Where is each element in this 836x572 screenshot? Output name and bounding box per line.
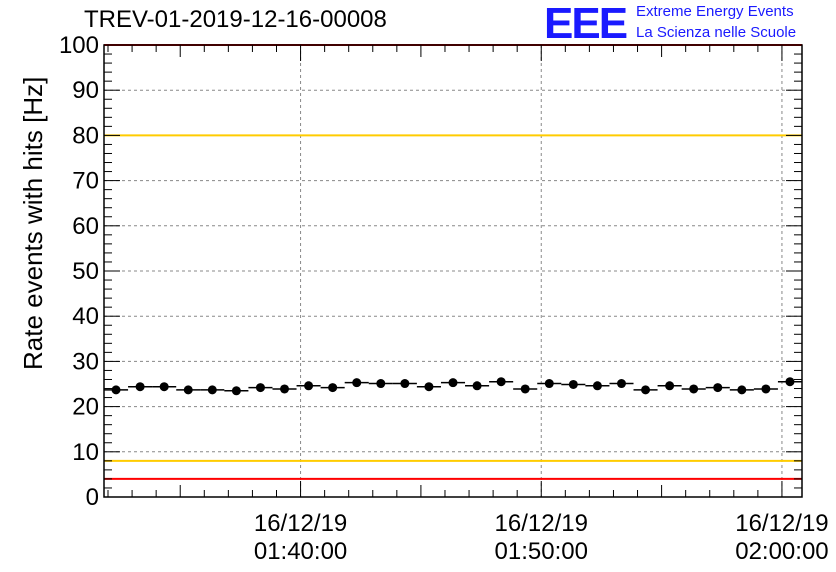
x-tick-label-time: 02:00:00 bbox=[735, 538, 828, 565]
data-point bbox=[641, 385, 651, 395]
data-point bbox=[689, 384, 699, 394]
data-point bbox=[713, 383, 723, 393]
data-point bbox=[231, 386, 241, 396]
data-point bbox=[304, 381, 314, 391]
y-tick-label: 50 bbox=[72, 258, 99, 285]
data-point bbox=[280, 384, 290, 394]
y-tick-label: 60 bbox=[72, 213, 99, 240]
data-point bbox=[376, 379, 386, 389]
y-tick-label: 90 bbox=[72, 77, 99, 104]
data-point bbox=[328, 383, 338, 393]
data-point bbox=[424, 382, 434, 392]
x-tick-label-date: 16/12/19 bbox=[735, 510, 828, 537]
data-point bbox=[665, 381, 675, 391]
x-tick-label-date: 16/12/19 bbox=[254, 510, 347, 537]
logo-subtitle-1: Extreme Energy Events bbox=[636, 3, 794, 20]
data-point bbox=[592, 381, 602, 391]
data-point bbox=[496, 377, 506, 387]
data-point bbox=[159, 382, 169, 392]
y-tick-label: 10 bbox=[72, 439, 99, 466]
data-point bbox=[207, 385, 217, 395]
data-point bbox=[255, 383, 265, 393]
y-tick-label: 0 bbox=[86, 484, 99, 511]
y-tick-label: 30 bbox=[72, 348, 99, 375]
x-tick-label-time: 01:50:00 bbox=[495, 538, 588, 565]
x-tick-label-time: 01:40:00 bbox=[254, 538, 347, 565]
y-tick-label: 20 bbox=[72, 394, 99, 421]
data-point bbox=[761, 384, 771, 394]
data-point bbox=[520, 384, 530, 394]
data-point bbox=[400, 379, 410, 389]
data-point bbox=[135, 382, 145, 392]
eee-logo: EEE bbox=[544, 0, 628, 48]
y-tick-label: 100 bbox=[59, 32, 99, 59]
data-point bbox=[183, 385, 193, 395]
data-point bbox=[111, 385, 121, 395]
data-point bbox=[448, 378, 458, 388]
y-tick-label: 80 bbox=[72, 122, 99, 149]
y-tick-label: 70 bbox=[72, 168, 99, 195]
data-point bbox=[616, 379, 626, 389]
data-point bbox=[737, 385, 747, 395]
x-tick-label-date: 16/12/19 bbox=[495, 510, 588, 537]
y-tick-label: 40 bbox=[72, 303, 99, 330]
data-point bbox=[352, 378, 362, 388]
logo-subtitle-2: La Scienza nelle Scuole bbox=[636, 24, 797, 41]
chart-title: TREV-01-2019-12-16-00008 bbox=[84, 6, 387, 33]
data-point bbox=[472, 381, 482, 391]
data-point bbox=[785, 377, 795, 387]
data-point bbox=[544, 379, 554, 389]
data-point bbox=[568, 379, 578, 389]
